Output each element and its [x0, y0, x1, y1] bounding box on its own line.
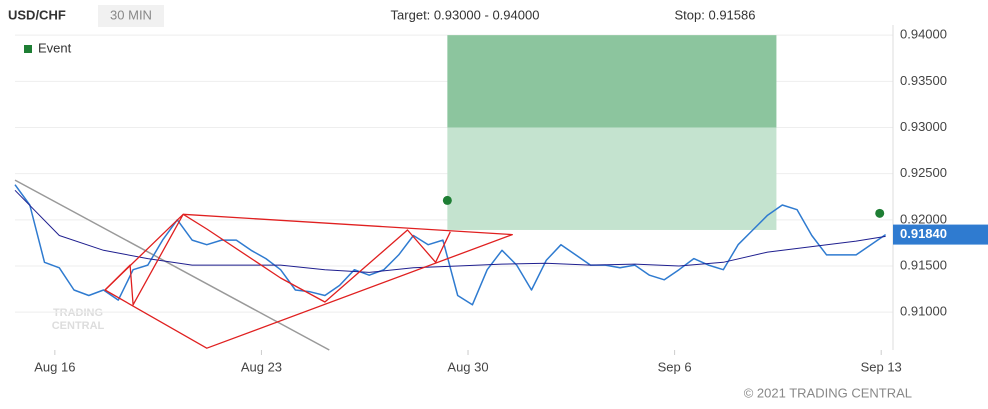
y-tick-label: 0.91000: [900, 304, 947, 319]
moving-average: [14, 189, 886, 273]
y-tick-label: 0.93000: [900, 119, 947, 134]
interval: 30 MIN: [110, 7, 152, 22]
y-tick-label: 0.93500: [900, 73, 947, 88]
event-marker: [875, 208, 885, 218]
stop-text: Stop: 0.91586: [675, 7, 756, 22]
interval-box: [98, 5, 164, 27]
price-line: [14, 184, 887, 306]
y-tick-label: 0.92500: [900, 165, 947, 180]
y-tick-label: 0.94000: [900, 27, 947, 42]
footer: © 2021 TRADING CENTRAL: [744, 385, 912, 400]
y-tick-label: 0.91500: [900, 257, 947, 272]
event-marker: [442, 195, 452, 205]
last-price-box: [893, 224, 988, 245]
x-tick-label: Aug 16: [34, 359, 75, 374]
last-price-label: 0.91840: [900, 226, 947, 241]
target-text: Target: 0.93000 - 0.94000: [391, 7, 540, 22]
target-zone-target: [447, 35, 777, 128]
target-zone-entry: [447, 127, 777, 230]
pattern-line: [104, 213, 451, 306]
x-tick-label: Sep 6: [658, 359, 692, 374]
watermark: TRADING: [53, 307, 103, 319]
pattern-line: [104, 213, 513, 349]
x-tick-label: Aug 30: [447, 359, 488, 374]
watermark: CENTRAL: [52, 320, 105, 332]
legend-label: Event: [38, 40, 72, 55]
x-tick-label: Aug 23: [241, 359, 282, 374]
x-tick-label: Sep 13: [861, 359, 902, 374]
legend-marker: [24, 45, 32, 53]
symbol: USD/CHF: [8, 7, 66, 22]
y-tick-label: 0.92000: [900, 211, 947, 226]
